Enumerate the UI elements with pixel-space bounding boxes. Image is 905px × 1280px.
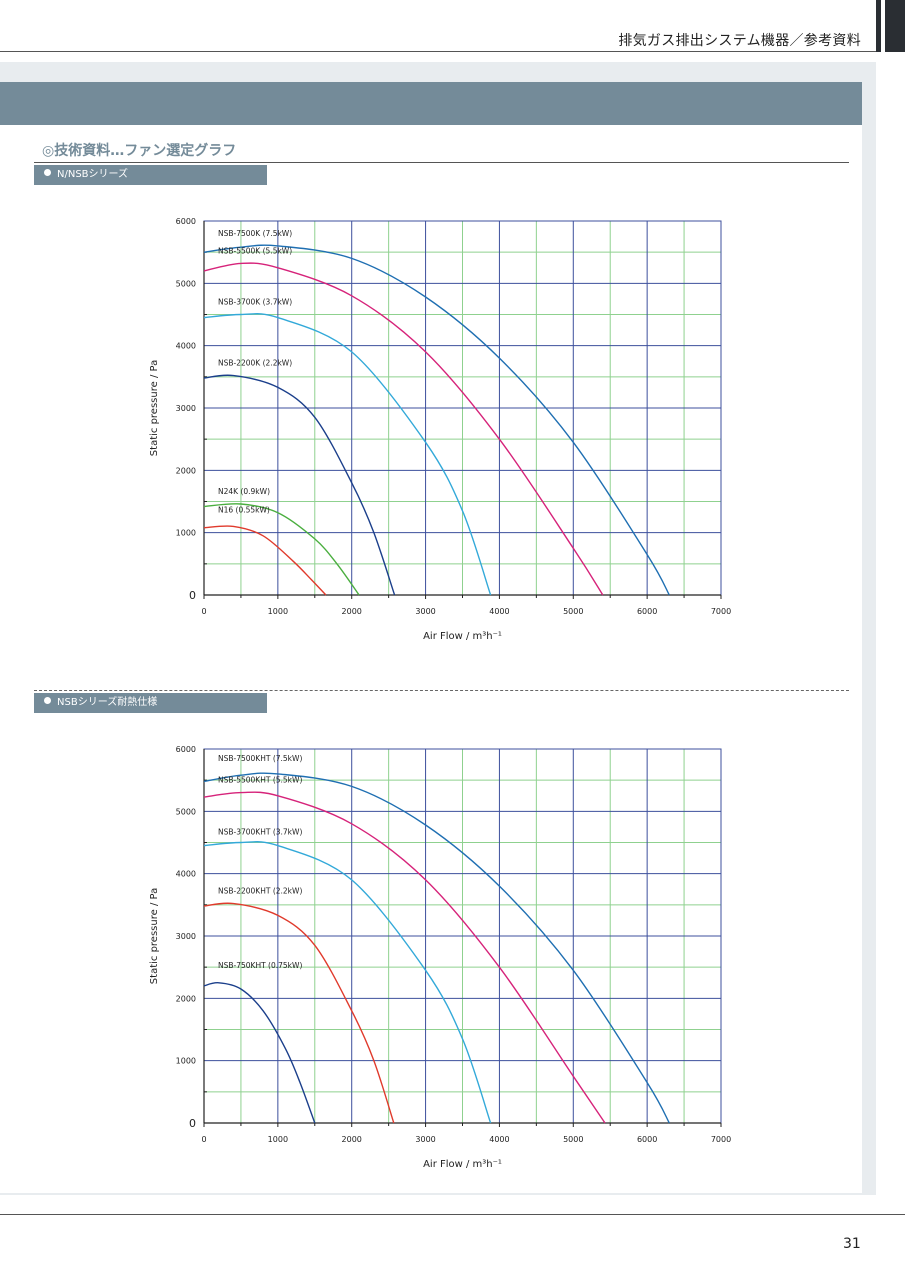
y-tick-label: 5000	[176, 279, 196, 288]
header-title: 排気ガス排出システム機器／参考資料	[618, 33, 861, 49]
series-label: NSB-750KHT (0.75kW)	[218, 961, 302, 970]
series-tag-n-nsb: N/NSBシリーズ	[34, 165, 267, 185]
x-axis-title: Air Flow / m³h⁻¹	[423, 1159, 502, 1170]
fan-chart-n-nsb: 0 1000 2000 3000 4000 5000 6000 7000 0 1000 2000 30…	[149, 217, 731, 642]
section-rule	[34, 162, 849, 163]
series-label: NSB-7500K (7.5kW)	[218, 229, 292, 238]
y-tick-label: 1000	[176, 529, 196, 538]
x-tick-label: 5000	[563, 607, 583, 616]
y-tick-label: 2000	[176, 994, 196, 1003]
series-label: NSB-3700K (3.7kW)	[218, 298, 292, 307]
x-axis-title: Air Flow / m³h⁻¹	[423, 631, 502, 642]
x-tick-label: 7000	[711, 607, 731, 616]
series-line	[203, 374, 396, 596]
series-line	[203, 902, 395, 1124]
series-line	[203, 772, 670, 1124]
y-tick-label: 6000	[176, 217, 196, 226]
series-line	[203, 525, 327, 596]
series-line	[203, 244, 670, 596]
series-label: N24K (0.9kW)	[218, 487, 270, 496]
x-tick-label: 1000	[268, 607, 288, 616]
y-axis-title: Static pressure / Pa	[149, 360, 160, 456]
series-tag-label: N/NSBシリーズ	[57, 169, 129, 180]
series-label: NSB-5500K (5.5kW)	[218, 246, 292, 255]
series-label: NSB-5500KHT (5.5kW)	[218, 776, 302, 785]
y-tick-label: 6000	[176, 745, 196, 754]
section-divider	[34, 690, 849, 691]
x-tick-label: 2000	[342, 607, 362, 616]
y-tick-label: 4000	[176, 870, 196, 879]
section-title: ◎技術資料…ファン選定グラフ	[42, 143, 237, 159]
page-number: 31	[843, 1236, 861, 1252]
series-line	[203, 791, 606, 1124]
bullet-icon	[44, 697, 51, 704]
y-axis-title: Static pressure / Pa	[149, 888, 160, 984]
x-tick-label: 3000	[415, 607, 435, 616]
footer-rule	[0, 1214, 905, 1215]
series-label: NSB-3700KHT (3.7kW)	[218, 828, 302, 837]
series-line	[203, 313, 492, 596]
fan-chart-nsb-heat: 0 1000 2000 3000 4000 5000 6000 7000 0 1000 2000 30…	[149, 745, 731, 1170]
x-tick-label: 6000	[637, 1135, 657, 1144]
series-tag-label: NSBシリーズ耐熱仕様	[57, 697, 158, 708]
x-tick-label: 2000	[342, 1135, 362, 1144]
x-tick-label: 0	[201, 1135, 206, 1144]
x-tick-label: 6000	[637, 607, 657, 616]
bullet-icon	[44, 169, 51, 176]
series-line	[203, 841, 492, 1124]
y-tick-label: 0	[189, 1117, 196, 1130]
series-label: NSB-7500KHT (7.5kW)	[218, 754, 302, 763]
x-tick-label: 5000	[563, 1135, 583, 1144]
title-band	[0, 82, 862, 125]
series-label: N16 (0.55kW)	[218, 505, 270, 514]
x-tick-label: 0	[201, 607, 206, 616]
content-card	[0, 82, 862, 1193]
y-tick-label: 3000	[176, 932, 196, 941]
y-tick-label: 4000	[176, 342, 196, 351]
series-line	[203, 503, 360, 596]
series-line	[203, 982, 316, 1124]
y-tick-label: 2000	[176, 466, 196, 475]
series-line	[203, 262, 604, 596]
corner-tab	[876, 0, 905, 52]
series-label: NSB-2200KHT (2.2kW)	[218, 887, 302, 896]
x-tick-label: 1000	[268, 1135, 288, 1144]
header-rule	[0, 51, 876, 52]
y-tick-label: 0	[189, 589, 196, 602]
x-tick-label: 4000	[489, 1135, 509, 1144]
x-tick-label: 3000	[415, 1135, 435, 1144]
x-tick-label: 4000	[489, 607, 509, 616]
y-tick-label: 1000	[176, 1057, 196, 1066]
y-tick-label: 5000	[176, 807, 196, 816]
x-tick-label: 7000	[711, 1135, 731, 1144]
series-tag-nsb-heat: NSBシリーズ耐熱仕様	[34, 693, 267, 713]
series-label: NSB-2200K (2.2kW)	[218, 359, 292, 368]
y-tick-label: 3000	[176, 404, 196, 413]
